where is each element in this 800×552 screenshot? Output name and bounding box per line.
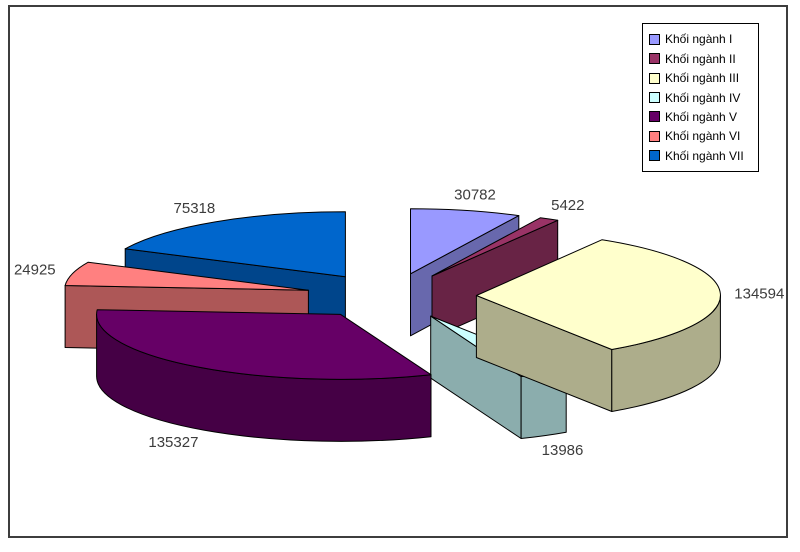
- data-label-5: 135327: [148, 434, 198, 451]
- legend-item-label: Khối ngành VI: [665, 129, 741, 144]
- legend-item: Khối ngành IV: [649, 92, 756, 104]
- pie-slice-5-top: [96, 309, 432, 380]
- pie-slice-1-top: [410, 208, 520, 275]
- data-label-2: 5422: [551, 197, 584, 214]
- data-labels-layer: 30782 5422 75318 24925 13986 135327 134594: [14, 187, 784, 459]
- pie-slice-3: [475, 239, 721, 412]
- legend-item-label: Khối ngành IV: [665, 90, 741, 105]
- legend-item: Khối ngành II: [649, 53, 756, 65]
- legend-item-label: Khối ngành III: [665, 71, 740, 86]
- pie-slice-3-top: [475, 239, 721, 350]
- pie-slices-layer: [64, 208, 721, 442]
- legend-item: Khối ngành I: [649, 33, 756, 45]
- data-label-1: 30782: [454, 187, 496, 204]
- legend-item: Khối ngành V: [649, 111, 756, 123]
- legend-color-swatch: [649, 92, 660, 103]
- data-label-6: 24925: [14, 261, 56, 278]
- legend-color-swatch: [649, 150, 660, 162]
- pie-slice-2: [431, 217, 559, 339]
- pie-slice-2-top: [431, 217, 559, 277]
- pie-slice-6-top: [64, 261, 309, 291]
- pie-slice-5: [96, 309, 432, 442]
- chart-area-border: [8, 5, 788, 538]
- data-label-7: 75318: [174, 200, 216, 217]
- data-label-4: 13986: [542, 442, 584, 459]
- legend-item-label: Khối ngành VII: [665, 148, 744, 163]
- legend-color-swatch: [649, 53, 660, 65]
- legend-item-label: Khối ngành II: [665, 51, 736, 66]
- legend-item-label: Khối ngành V: [665, 109, 738, 124]
- legend-item: Khối ngành VII: [649, 150, 756, 162]
- legend-color-swatch: [649, 72, 660, 84]
- legend-item-label: Khối ngành I: [665, 32, 733, 47]
- legend-item: Khối ngành III: [649, 72, 756, 84]
- legend: Khối ngành I Khối ngành II Khối ngành III K…: [642, 23, 759, 172]
- legend-item: Khối ngành VI: [649, 130, 756, 142]
- legend-color-swatch: [649, 130, 660, 142]
- legend-color-swatch: [649, 33, 660, 45]
- legend-color-swatch: [649, 111, 660, 123]
- pie-slice-7-top: [124, 211, 346, 278]
- data-label-3: 134594: [734, 286, 784, 303]
